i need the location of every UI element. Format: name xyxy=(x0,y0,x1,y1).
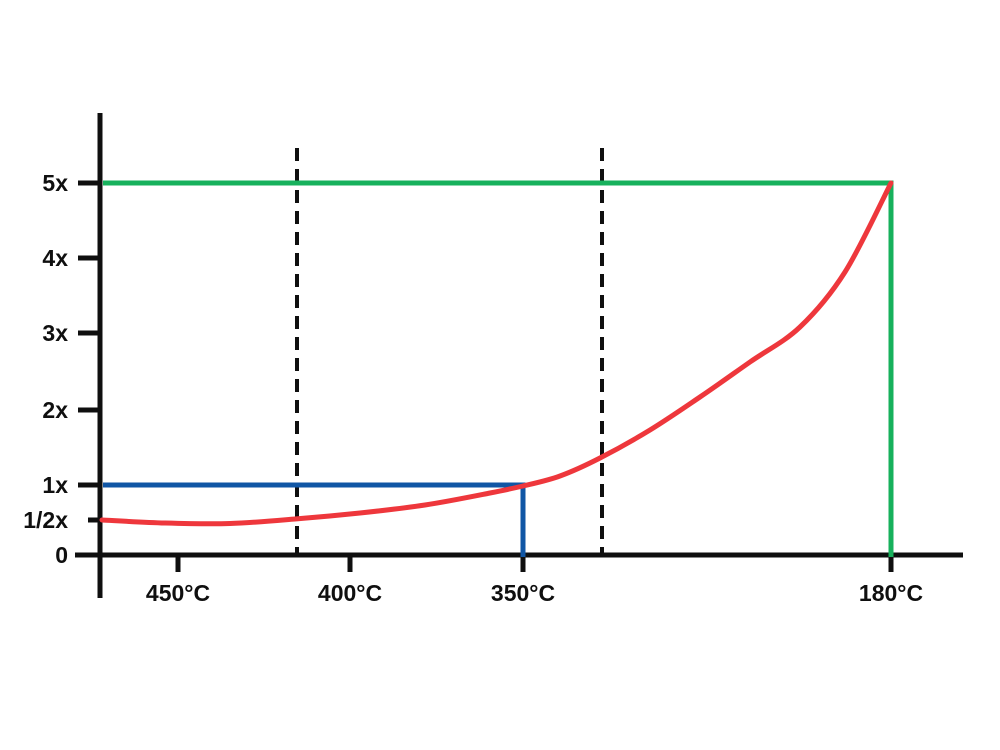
y-tick-label-1x: 1x xyxy=(42,472,68,498)
multiplier-curve xyxy=(99,180,894,527)
y-tick-label-1/2x: 1/2x xyxy=(23,507,68,533)
x-tick-label-450°C: 450°C xyxy=(146,580,210,606)
x-tick-label-350°C: 350°C xyxy=(491,580,555,606)
y-tick-label-4x: 4x xyxy=(42,245,68,271)
x-tick-label-400°C: 400°C xyxy=(318,580,382,606)
y-tick-label-3x: 3x xyxy=(42,320,68,346)
y-tick-label-2x: 2x xyxy=(42,397,68,423)
green-guide-line-five-x-at-180C xyxy=(103,180,894,557)
y-tick-label-5x: 5x xyxy=(42,170,68,196)
y-tick-label-0: 0 xyxy=(55,542,68,568)
x-tick-label-180°C: 180°C xyxy=(859,580,923,606)
